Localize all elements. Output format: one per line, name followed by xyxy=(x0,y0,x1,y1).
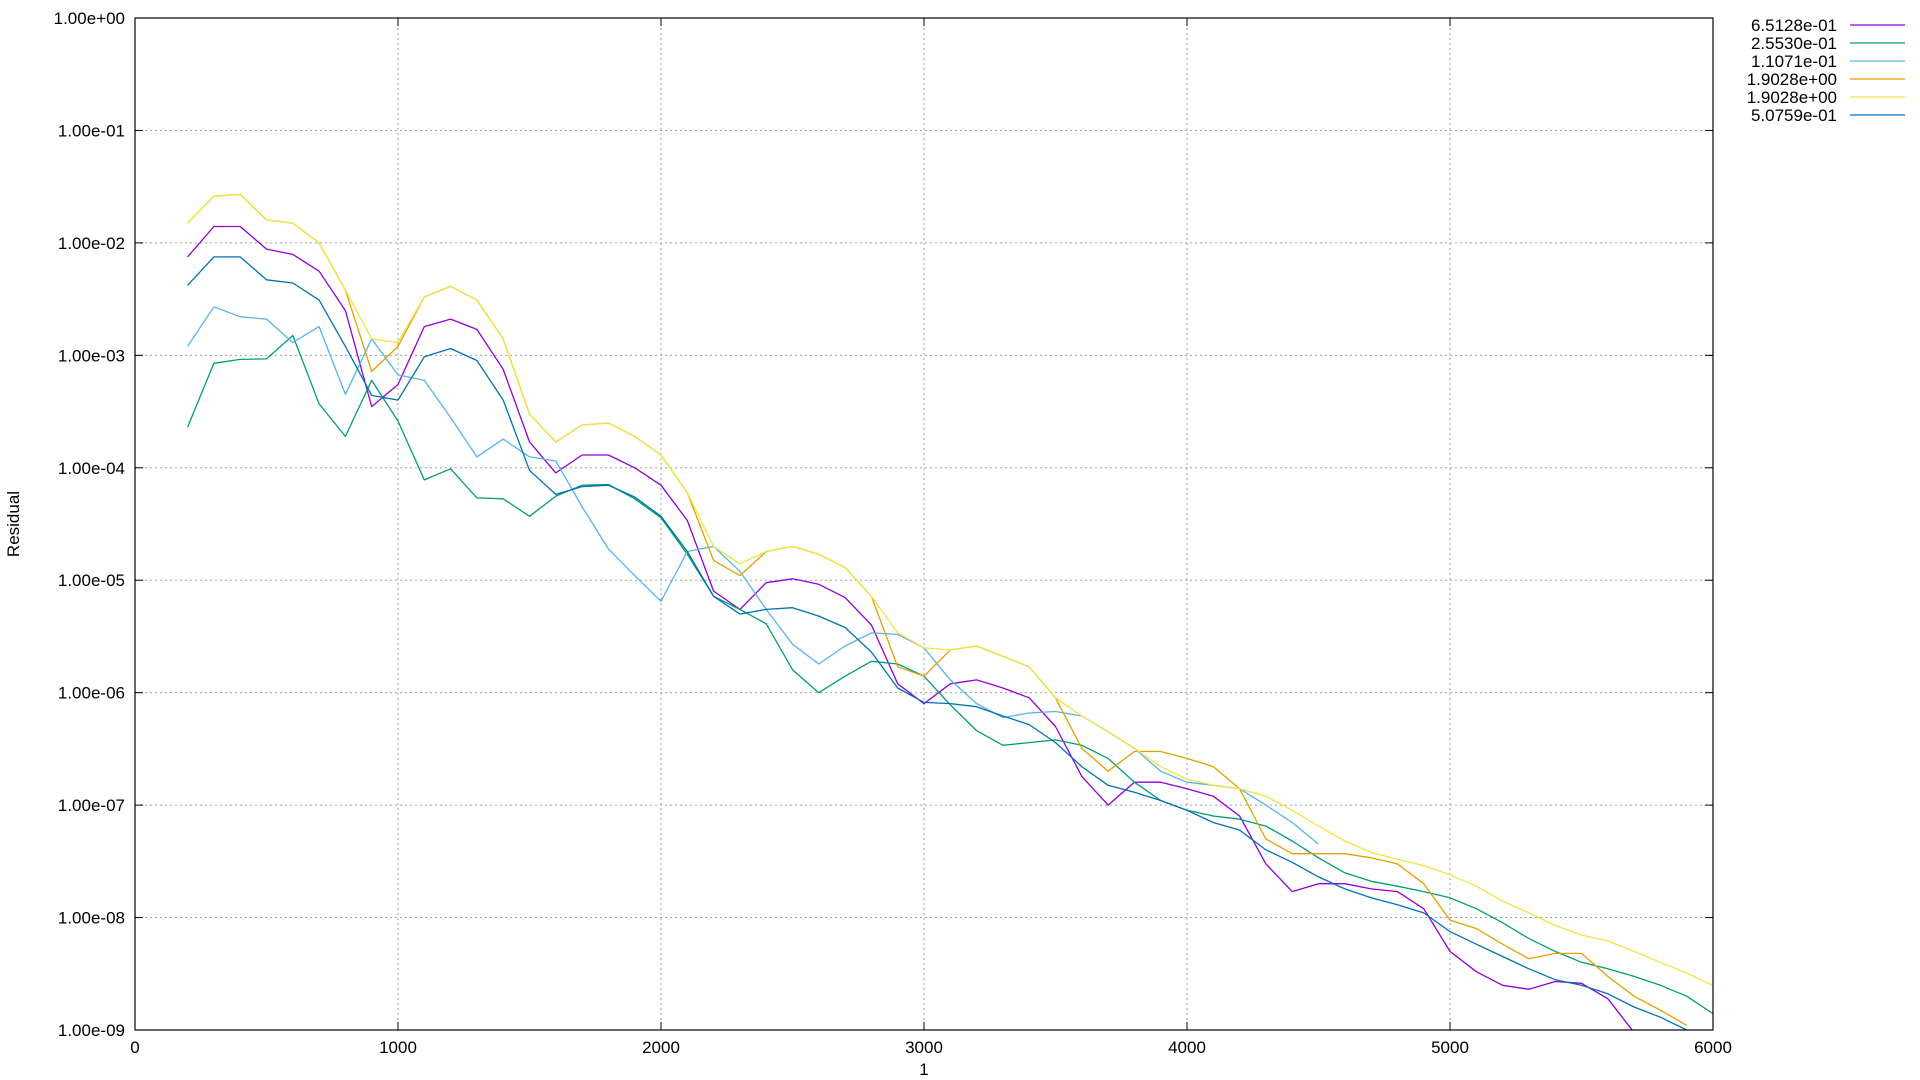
y-tick-label: 1.00e-05 xyxy=(58,571,125,590)
legend: 6.5128e-012.5530e-011.1071e-011.9028e+00… xyxy=(1747,16,1905,125)
legend-label-3: 1.1071e-01 xyxy=(1751,52,1837,71)
axes-ticks: 0 1000 2000 3000 4000 5000 6000 1.00e-09 1.00e-0… xyxy=(54,9,1732,1057)
x-tick-label: 3000 xyxy=(905,1038,943,1057)
legend-label-4: 1.9028e+00 xyxy=(1747,70,1837,89)
y-tick-label: 1.00e-01 xyxy=(58,121,125,140)
y-tick-label: 1.00e-07 xyxy=(58,796,125,815)
series-line-2 xyxy=(186,334,1713,1015)
x-tick-label: 5000 xyxy=(1431,1038,1469,1057)
plot-area xyxy=(186,193,1713,1030)
legend-label-6: 5.0759e-01 xyxy=(1751,106,1837,125)
y-tick-label: 1.00e-04 xyxy=(58,459,125,478)
y-tick-label: 1.00e-03 xyxy=(58,346,125,365)
x-tick-label: 4000 xyxy=(1168,1038,1206,1057)
y-tick-label: 1.00e+00 xyxy=(54,9,125,28)
series-line-1 xyxy=(187,225,1633,1030)
y-tick-label: 1.00e-06 xyxy=(58,684,125,703)
x-tick-label: 2000 xyxy=(642,1038,680,1057)
legend-label-2: 2.5530e-01 xyxy=(1751,34,1837,53)
grid xyxy=(135,18,1713,1030)
x-axis-label: 1 xyxy=(919,1060,928,1079)
x-tick-label: 0 xyxy=(130,1038,139,1057)
x-tick-label: 6000 xyxy=(1694,1038,1732,1057)
legend-label-1: 6.5128e-01 xyxy=(1751,16,1837,35)
y-tick-label: 1.00e-09 xyxy=(58,1021,125,1040)
y-tick-label: 1.00e-02 xyxy=(58,234,125,253)
series-line-3 xyxy=(187,306,1319,845)
series-line-4 xyxy=(187,193,1688,1026)
y-tick-label: 1.00e-08 xyxy=(58,909,125,928)
x-tick-label: 1000 xyxy=(379,1038,417,1057)
y-axis-label: Residual xyxy=(4,491,23,557)
legend-label-5: 1.9028e+00 xyxy=(1747,88,1837,107)
series-line-5 xyxy=(187,193,1713,986)
series-line-6 xyxy=(187,256,1689,1030)
